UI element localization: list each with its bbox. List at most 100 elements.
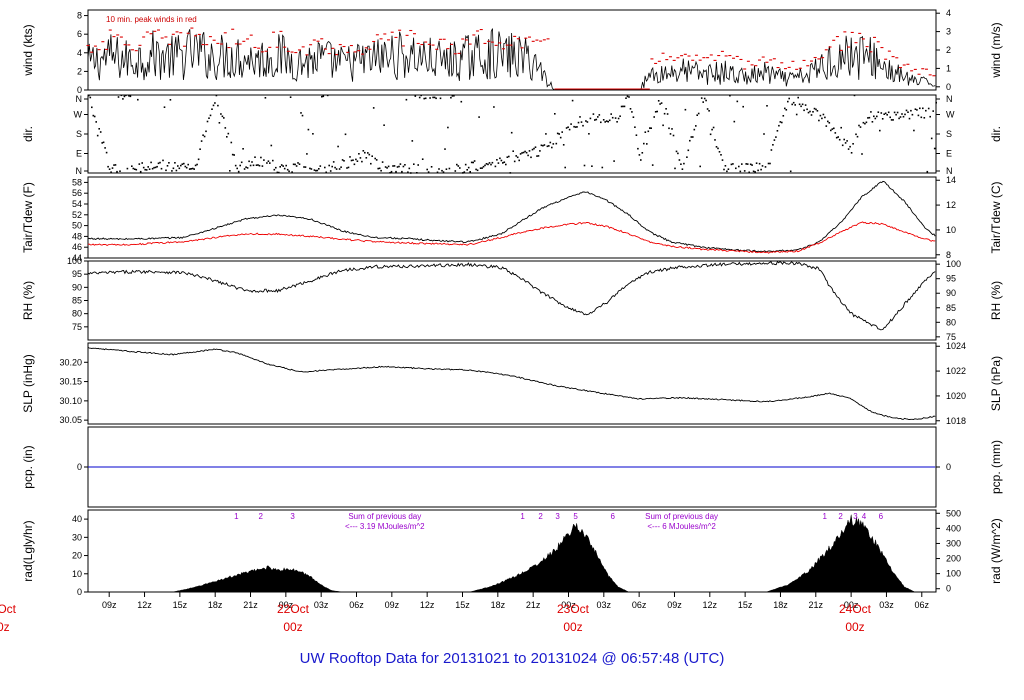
ytick-label-left-temp: 46: [72, 242, 82, 252]
direction-point: [727, 168, 730, 170]
direction-point: [424, 97, 427, 100]
ytick-label-right-slp: 1018: [946, 416, 966, 426]
direction-point: [211, 108, 213, 110]
direction-point: [810, 114, 813, 116]
direction-point: [261, 165, 264, 167]
ytick-label-left-rad: 20: [72, 551, 82, 561]
direction-point: [927, 107, 930, 110]
direction-point: [519, 153, 522, 155]
direction-point: [605, 120, 608, 122]
direction-point: [286, 168, 289, 171]
ytick-label-right-wind: 0: [946, 82, 951, 92]
direction-point: [334, 166, 336, 169]
direction-point: [745, 163, 747, 165]
time-tick-label: 12z: [703, 600, 718, 610]
direction-point: [518, 159, 520, 162]
direction-point: [835, 136, 838, 139]
direction-point: [209, 114, 212, 117]
date-label-hour: 00z: [0, 620, 10, 634]
direction-point: [236, 167, 238, 170]
ytick-label-left-rh: 90: [72, 282, 82, 292]
direction-point: [459, 167, 461, 169]
direction-point: [229, 170, 231, 172]
direction-point: [766, 105, 768, 107]
direction-point: [393, 165, 396, 167]
direction-point: [469, 171, 471, 173]
direction-point: [303, 166, 305, 168]
direction-point: [279, 166, 281, 168]
direction-point: [876, 115, 878, 118]
direction-point: [895, 113, 897, 116]
direction-point: [919, 107, 921, 110]
ytick-label-right-wind: 1: [946, 63, 951, 73]
direction-point: [316, 169, 319, 172]
direction-point: [321, 95, 323, 98]
direction-point: [607, 120, 609, 123]
direction-point: [910, 109, 912, 112]
direction-point: [196, 163, 198, 166]
direction-point: [794, 104, 796, 106]
direction-point: [782, 115, 785, 117]
direction-point: [669, 133, 672, 135]
direction-point: [343, 160, 345, 162]
ylabel-right-wind: wind (m/s): [989, 22, 1003, 78]
direction-point: [386, 167, 388, 169]
direction-point: [410, 172, 412, 174]
direction-point: [169, 99, 172, 101]
direction-point: [309, 167, 311, 170]
direction-point: [325, 171, 327, 174]
ytick-label-right-rad: 0: [946, 584, 951, 594]
direction-point: [933, 147, 936, 150]
ytick-label-right-dir: E: [946, 149, 952, 159]
direction-point: [672, 134, 675, 137]
direction-point: [751, 164, 753, 166]
direction-point: [601, 166, 604, 169]
ytick-label-left-rh: 100: [67, 256, 82, 266]
direction-point: [649, 127, 651, 129]
direction-point: [132, 167, 135, 170]
direction-point: [721, 159, 724, 161]
direction-point: [568, 128, 571, 131]
date-label-hour: 00z: [563, 620, 582, 634]
direction-point: [270, 144, 273, 147]
direction-point: [89, 96, 92, 99]
time-tick-label: 12z: [137, 600, 152, 610]
time-tick-label: 09z: [385, 600, 400, 610]
direction-point: [370, 162, 372, 165]
series-temp-0: [87, 180, 936, 253]
direction-point: [741, 163, 743, 165]
direction-point: [413, 163, 415, 165]
direction-point: [926, 170, 929, 173]
direction-point: [635, 134, 638, 136]
direction-point: [847, 148, 850, 150]
direction-point: [899, 116, 902, 118]
ytick-label-right-slp: 1020: [946, 391, 966, 401]
direction-point: [643, 142, 645, 145]
direction-point: [276, 171, 279, 174]
direction-point: [374, 157, 376, 160]
direction-point: [779, 121, 782, 123]
direction-point: [542, 144, 544, 147]
ytick-label-right-rh: 75: [946, 332, 956, 342]
direction-point: [565, 127, 568, 129]
direction-point: [273, 168, 276, 171]
ytick-label-left-rh: 80: [72, 309, 82, 319]
direction-point: [696, 114, 698, 116]
direction-point: [551, 146, 553, 149]
direction-point: [748, 171, 750, 174]
direction-point: [675, 150, 678, 153]
ytick-label-right-rad: 100: [946, 569, 961, 579]
direction-point: [283, 167, 286, 170]
series-temp-1: [87, 221, 936, 254]
direction-point: [776, 130, 779, 132]
time-axis: 09z 12z 15z 18z 21z 00z 03z 06z 09z 12z 15z 18z 21z 0…: [0, 592, 930, 634]
direction-point: [496, 159, 498, 161]
ytick-label-left-slp: 30.10: [59, 396, 82, 406]
direction-point: [533, 147, 535, 150]
direction-point: [543, 144, 546, 146]
ytick-label-right-dir: N: [946, 94, 953, 104]
direction-point: [294, 163, 296, 166]
direction-point: [418, 96, 421, 99]
direction-point: [574, 126, 577, 128]
time-tick-label: 03z: [314, 600, 329, 610]
